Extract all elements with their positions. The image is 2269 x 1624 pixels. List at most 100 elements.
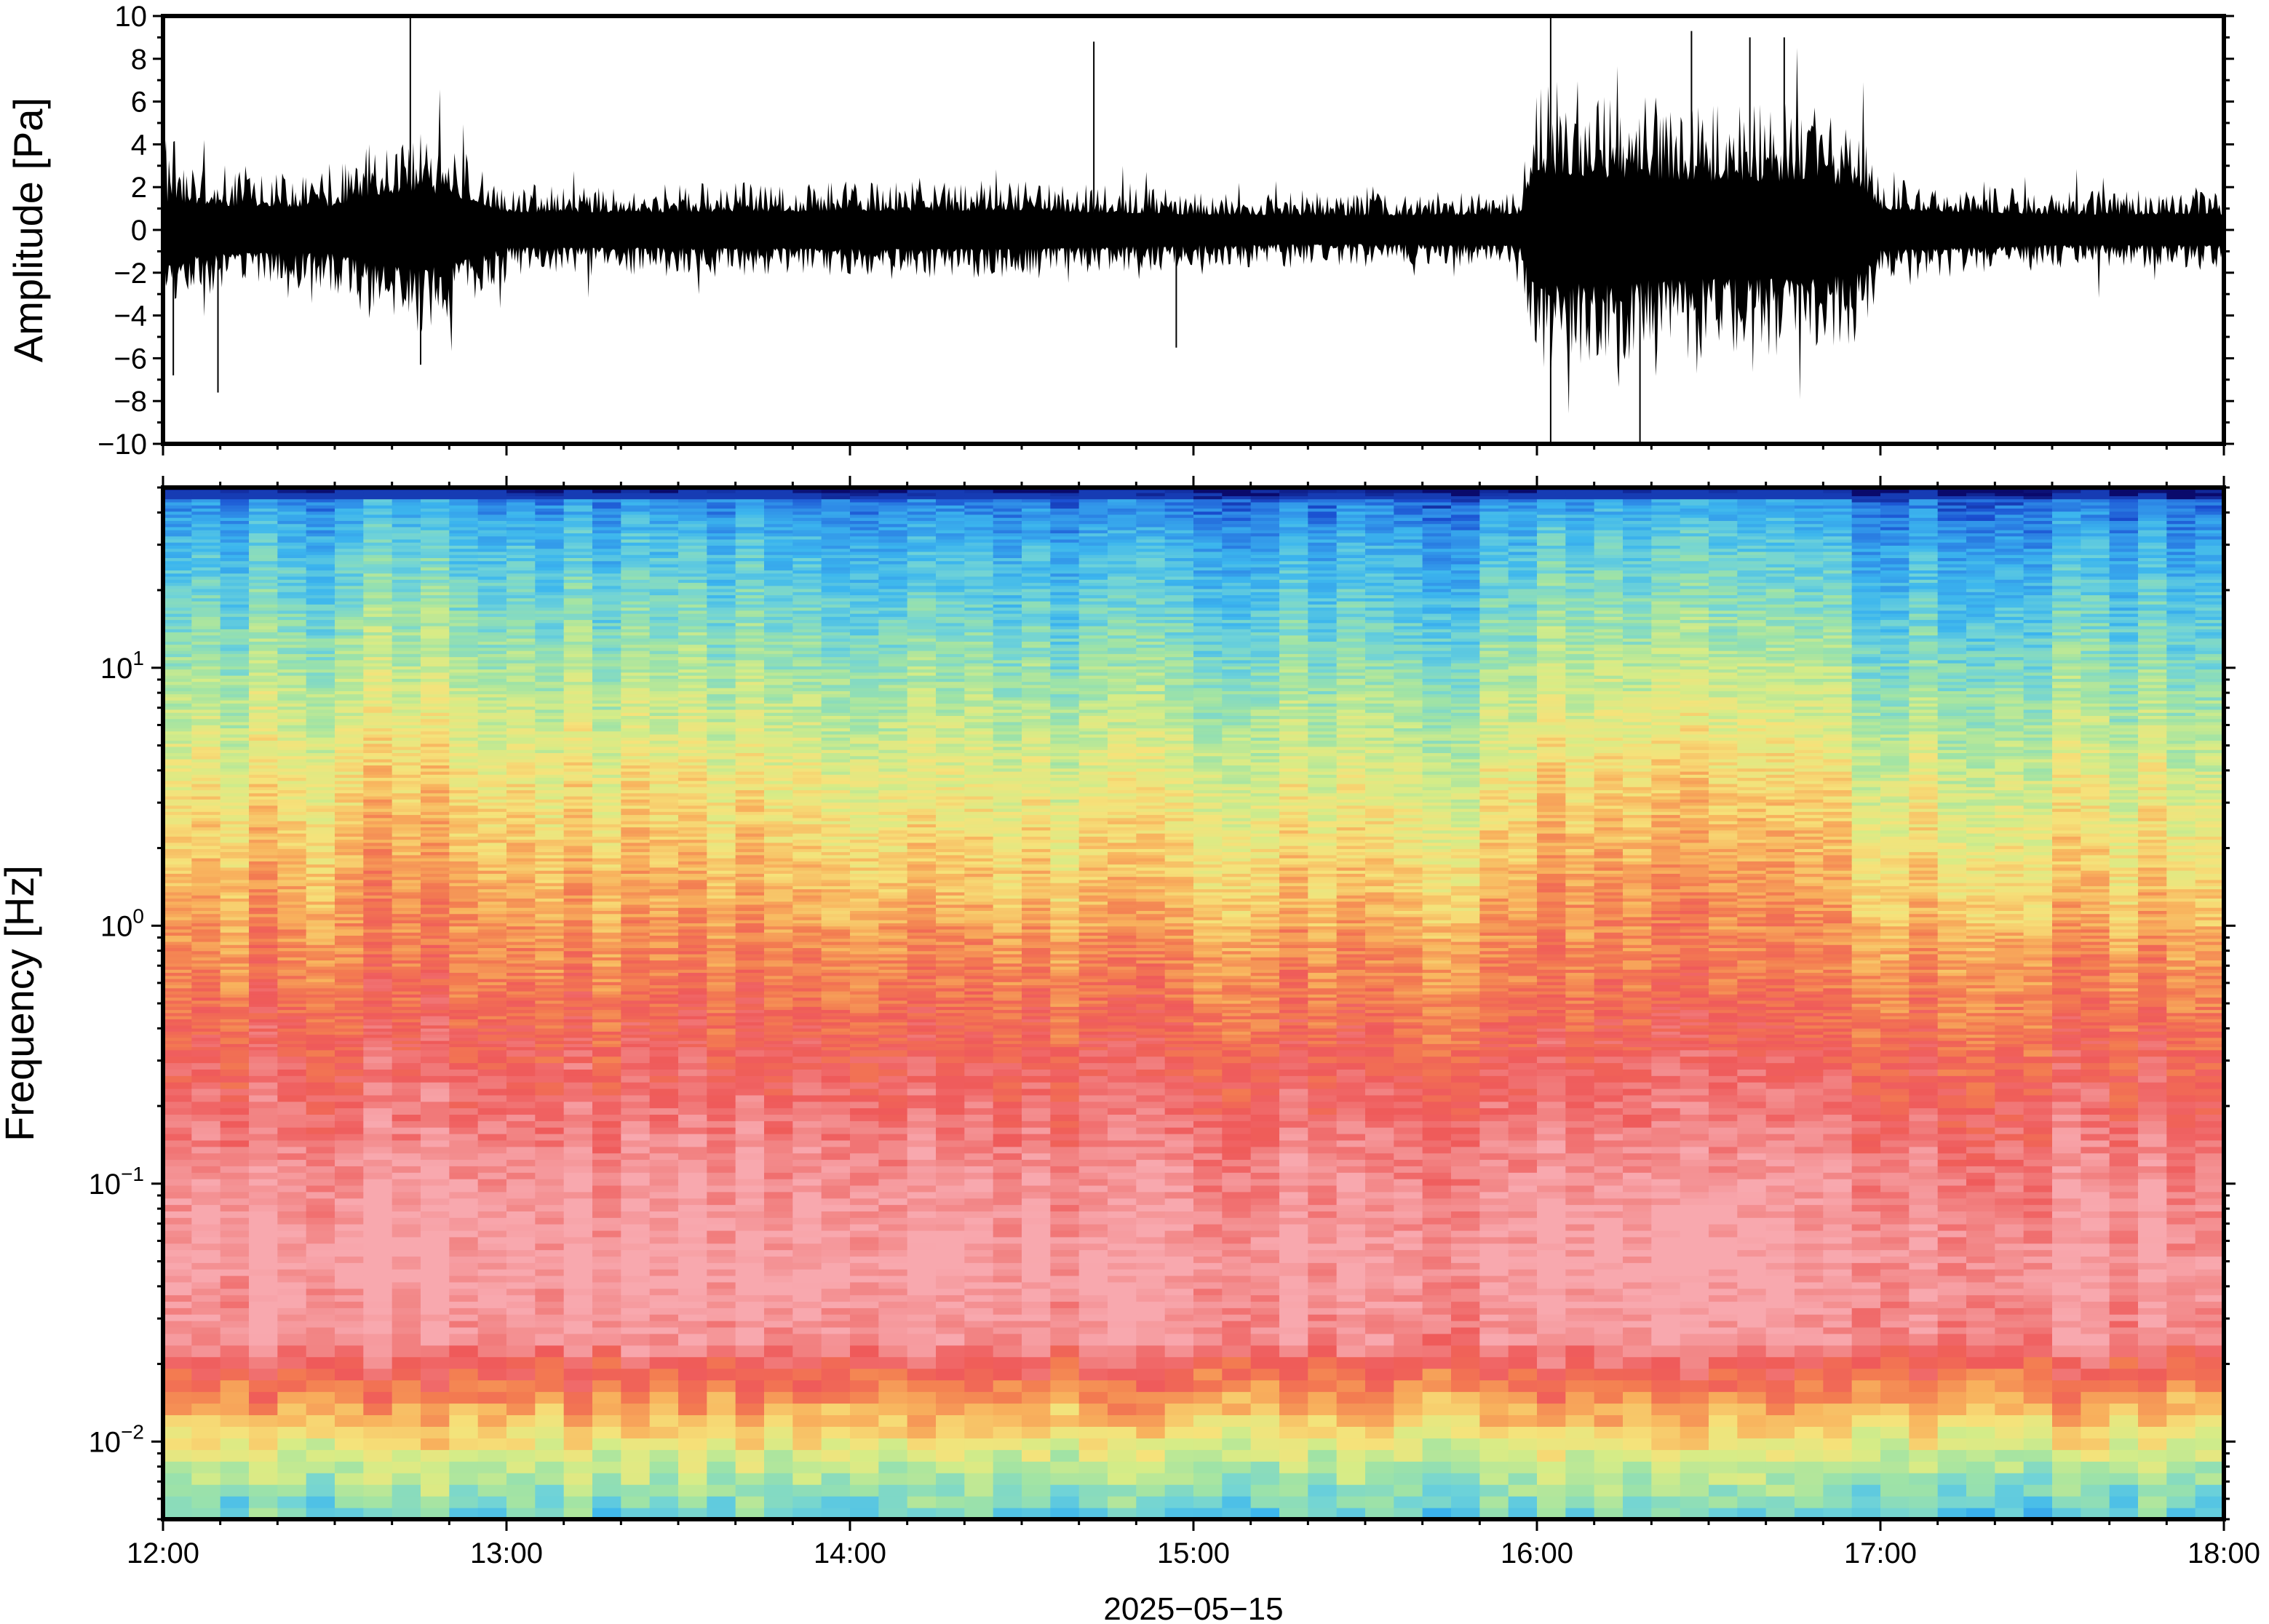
spectrogram-cell [363,833,393,837]
spectrogram-cell [421,647,450,651]
spectrogram-cell [477,523,507,528]
spectrogram-cell [249,1249,278,1257]
spectrogram-cell [191,1256,221,1263]
spectrogram-cell [249,858,278,861]
spectrogram-cell [363,715,393,720]
spectrogram-cell [363,520,393,525]
spectrogram-cell [191,514,221,518]
spectrogram-cell [592,613,621,617]
spectrogram-cell [621,721,651,725]
spectrogram-cell [649,1166,679,1173]
spectrogram-cell [421,563,450,568]
spectrogram-cell [220,1333,250,1346]
spectrogram-cell [421,1256,450,1263]
spectrogram-cell [363,1294,393,1302]
spectrogram-cell [163,891,192,896]
spectrogram-cell [449,638,479,642]
spectrogram-cell [477,493,507,496]
spectrogram-cell [563,984,593,989]
spectrogram-cell [449,765,479,769]
spectrogram-cell [277,1127,307,1134]
spectrogram-cell [220,634,250,639]
spectrogram-cell [392,814,421,819]
spectrogram-cell [449,669,479,673]
spectrogram-cell [506,613,536,617]
spectrogram-cell [191,768,221,772]
spectrogram-cell [163,966,192,970]
spectrogram-cell [191,1230,221,1238]
spectrogram-cell [678,1031,707,1035]
spectrogram-cell [506,1024,536,1029]
spectrogram-cell [306,721,335,725]
spectrogram-cell [249,941,278,945]
spectrogram-cell [277,498,307,503]
spectrogram-cell [306,731,335,735]
spectrogram-cell [563,839,593,843]
spectrogram-cell [707,1356,736,1369]
spectrogram-cell [363,953,393,958]
spectrogram-cell [506,560,536,565]
spectrogram-cell [191,1294,221,1302]
spectrogram-cell [163,604,192,608]
spectrogram-cell [306,787,335,791]
spectrogram-cell [477,1019,507,1023]
spectrogram-cell [477,622,507,626]
spectrogram-cell [392,1107,421,1115]
spectrogram-cell [191,1082,221,1089]
spectrogram-cell [277,895,307,899]
spectrogram-cell [449,551,479,555]
spectrogram-cell [621,913,651,918]
spectrogram-cell [649,1262,679,1270]
spectrogram-cell [392,743,421,747]
spectrogram-cell [306,851,335,856]
spectrogram-cell [249,690,278,695]
spectrogram-cell [477,1069,507,1076]
spectrogram-cell [191,1043,221,1048]
spectrogram-cell [535,669,565,673]
spectrogram-cell [277,737,307,741]
spectrogram-cell [335,728,364,732]
spectrogram-cell [592,805,621,809]
spectrogram-cell [421,1224,450,1231]
spectrogram-cell [506,916,536,920]
spectrogram-cell [421,626,450,629]
spectrogram-cell [592,1101,621,1109]
spectrogram-cell [363,746,393,750]
spectrogram-cell [363,1326,393,1334]
spectrogram-cell [220,709,250,713]
spectrogram-cell [335,990,364,995]
spectrogram-cell [477,957,507,961]
spectrogram-cell [592,1484,621,1497]
spectrogram-cell [191,1172,221,1179]
spectrogram-cell [477,805,507,809]
spectrogram-cell [621,932,651,936]
spectrogram-cell [477,928,507,933]
spectrogram-cell [163,542,192,546]
spectrogram-cell [191,1204,221,1211]
spectrogram-cell [220,675,250,679]
spectrogram-cell [592,669,621,673]
spectrogram-cell [535,1307,565,1315]
spectrogram-cell [421,1473,450,1485]
spectrogram-cell [707,1230,736,1238]
spectrogram-cell [449,1034,479,1038]
spectrogram-cell [535,1166,565,1173]
spectrogram-cell [506,696,536,701]
spectrogram-cell [306,821,335,824]
spectrogram-cell [249,675,278,679]
spectrogram-cell [707,762,736,766]
spectrogram-cell [563,706,593,710]
spectrogram-cell [592,944,621,949]
spectrogram-cell [220,520,250,525]
spectrogram-cell [477,690,507,695]
spectrogram-cell [392,960,421,964]
spectrogram-cell [506,802,536,806]
spectrogram-cell [678,817,707,821]
spectrogram-cell [306,913,335,918]
spectrogram-cell [163,538,192,543]
spectrogram-cell [277,634,307,639]
spectrogram-cell [392,1249,421,1257]
spectrogram-cell [506,817,536,821]
spectrogram-cell [220,870,250,874]
